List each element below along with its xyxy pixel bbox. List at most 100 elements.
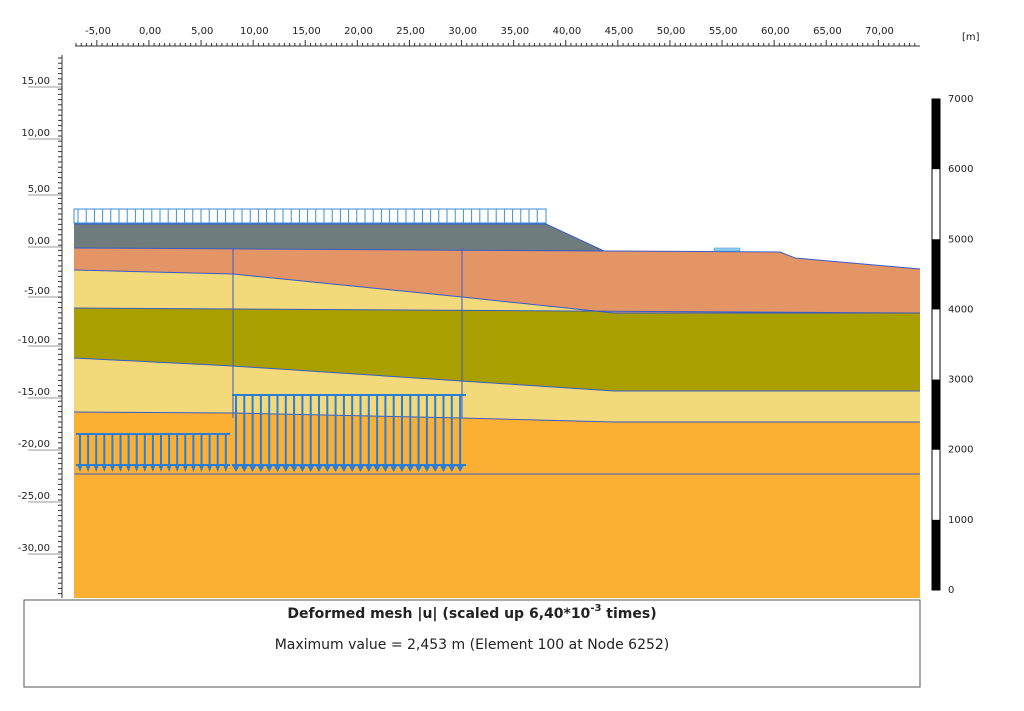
y-tick-label: 5,00 (28, 184, 50, 195)
load-arrow-head (158, 464, 164, 472)
x-tick-label: 5,00 (191, 26, 213, 37)
colorbar-label: 1000 (948, 515, 973, 526)
caption-subtitle: Maximum value = 2,453 m (Element 100 at … (275, 637, 670, 653)
load-arrow-head (339, 464, 349, 472)
colorbar-label: 0 (948, 585, 954, 596)
caption-title-end: times) (601, 606, 656, 622)
x-tick-label: 20,00 (344, 26, 373, 37)
colorbar-label: 5000 (948, 234, 973, 245)
load-arrow-head (239, 464, 249, 472)
x-tick-label: 10,00 (240, 26, 269, 37)
load-arrow-head (306, 464, 316, 472)
x-tick-label: 35,00 (500, 26, 529, 37)
x-tick-label: 60,00 (761, 26, 790, 37)
colorbar-label: 7000 (948, 94, 973, 105)
load-arrow-head (125, 464, 132, 472)
load-arrow-head (439, 464, 448, 472)
colorbar-label: 4000 (948, 304, 973, 315)
soil-layer (74, 308, 920, 391)
load-arrow-head (256, 464, 266, 472)
load-arrow-head (77, 464, 83, 472)
colorbar-label: 6000 (948, 164, 973, 175)
layer-boundary (74, 223, 605, 252)
load-arrow-head (322, 464, 332, 472)
load-arrow-head (347, 464, 357, 472)
colorbar-segment (932, 99, 940, 170)
load-arrow-head (331, 464, 341, 472)
soil-model (73, 223, 921, 598)
layer-boundary (73, 357, 920, 392)
load-arrow-head (214, 464, 221, 472)
load-arrow-head (430, 464, 440, 472)
rulers: -5,00 0,00 5,00 10,00 15,00 20,00 25,00 30,00 35… (18, 26, 920, 598)
colorbar-segment (932, 379, 940, 450)
load-arrow-head (289, 464, 299, 472)
load-arrow-head (356, 464, 365, 472)
load-arrow-head (101, 464, 108, 472)
x-tick-label: -5,00 (85, 26, 111, 37)
load-arrow-head (372, 464, 382, 472)
colorbar-segment (932, 239, 940, 310)
y-tick-label: -15,00 (18, 387, 50, 398)
distributed-load (73, 208, 547, 224)
x-unit: [m] (962, 32, 980, 43)
x-tick-label: 55,00 (709, 26, 738, 37)
caption-box (23, 599, 921, 688)
colorbar-segment (932, 519, 940, 590)
load-arrow-head (380, 464, 390, 472)
load-arrow-head (141, 464, 148, 472)
load-arrow-head (198, 464, 205, 472)
load-arrow-head (174, 464, 181, 472)
load-arrow-head (447, 464, 457, 472)
y-tick-label: -5,00 (24, 286, 50, 297)
y-tick-label: -30,00 (18, 543, 50, 554)
load-arrow-head (455, 464, 465, 472)
layer-boundary (73, 247, 921, 270)
load-arrow-head (405, 464, 415, 472)
load-arrow-head (422, 464, 432, 472)
load-arrow-head (264, 464, 274, 472)
loads (73, 208, 547, 472)
caption-exponent: -3 (590, 603, 601, 614)
load-arrow-head (206, 464, 213, 472)
colorbar-label: 3000 (948, 375, 973, 386)
y-tick-label: 0,00 (28, 236, 50, 247)
load-arrow-head (314, 464, 324, 472)
load-arrow-head (281, 464, 291, 472)
y-tick-label: -10,00 (18, 335, 50, 346)
x-tick-label: 30,00 (448, 26, 477, 37)
colorbar-frame (931, 98, 941, 591)
load-arrow-head (93, 464, 100, 472)
point-load (713, 247, 741, 252)
colorbar: 7000 6000 5000 4000 3000 2000 1000 0 (931, 94, 973, 596)
x-tick-label: 40,00 (553, 26, 582, 37)
x-tick-label: 50,00 (657, 26, 686, 37)
x-tick-label: 25,00 (396, 26, 425, 37)
embankment (74, 224, 604, 251)
load-arrow-head (248, 464, 258, 472)
load-arrow-head (182, 464, 189, 472)
y-tick-label: -20,00 (18, 439, 50, 450)
x-tick-label: 65,00 (813, 26, 842, 37)
load-arrow-head (364, 464, 374, 472)
soil-layer (74, 248, 920, 313)
load-arrow-head (414, 464, 424, 472)
x-tick-label: 70,00 (865, 26, 894, 37)
x-tick-label: 45,00 (605, 26, 634, 37)
load-arrow-head (166, 464, 173, 472)
load-arrow-head (190, 464, 197, 472)
soil-layer (74, 270, 920, 313)
load-arrow-head (117, 464, 124, 472)
load-arrow-head (85, 464, 92, 472)
load-arrow-head (231, 464, 241, 472)
load-arrow-head (273, 464, 282, 472)
load-arrow-head (297, 464, 307, 472)
load-arrow-head (397, 464, 407, 472)
x-tick-label: 15,00 (292, 26, 321, 37)
x-tick-label: 0,00 (139, 26, 161, 37)
y-tick-label: 15,00 (21, 76, 50, 87)
y-tick-label: -25,00 (18, 491, 50, 502)
colorbar-label: 2000 (948, 445, 973, 456)
load-arrow-head (389, 464, 399, 472)
load-arrow-head (133, 464, 140, 472)
